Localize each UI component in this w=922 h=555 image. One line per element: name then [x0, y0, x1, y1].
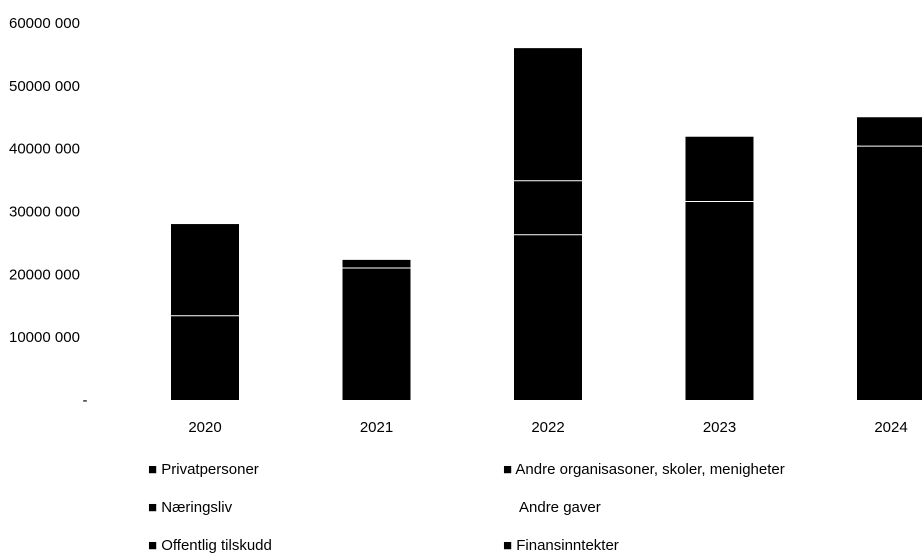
x-tick-label: 2024: [874, 419, 907, 436]
bar-segment: [342, 259, 411, 269]
y-tick-label: 30000 000: [9, 204, 80, 221]
bars: [171, 48, 922, 400]
y-tick-label: 60000 000: [9, 15, 80, 32]
bar-segment: [342, 268, 411, 400]
legend-marker: ■: [148, 461, 158, 478]
legend-marker: ■: [148, 537, 158, 554]
legend: ■ Privatpersoner ■ Andre organisasoner, …: [0, 455, 922, 555]
x-tick-label: 2021: [360, 419, 393, 436]
bar-segment: [685, 201, 754, 400]
legend-label: Privatpersoner: [161, 461, 259, 478]
y-tick-label: 40000 000: [9, 141, 80, 158]
bar-segment: [685, 136, 754, 202]
legend-item-offentlig-tilskudd: ■ Offentlig tilskudd: [148, 537, 272, 555]
x-tick-label: 2023: [703, 419, 736, 436]
bar-segment: [857, 146, 922, 400]
legend-label: Andre organisasoner, skoler, menigheter: [515, 461, 785, 478]
legend-label: Næringsliv: [161, 499, 233, 516]
legend-label: Andre gaver: [519, 499, 601, 516]
bar-segment: [857, 117, 922, 147]
stacked-bar-chart: - 10000 000 20000 000 30000 000 40000 000 500…: [9, 15, 922, 436]
x-tick-label: 2020: [188, 419, 221, 436]
legend-item-naeringsliv: ■ Næringsliv: [148, 499, 232, 517]
legend-label: Offentlig tilskudd: [161, 537, 272, 554]
legend-item-finansinntekter: ■ Finansinntekter: [503, 537, 619, 555]
legend-item-andre-organisasoner: ■ Andre organisasoner, skoler, menighete…: [503, 461, 785, 479]
y-tick-label: -: [83, 392, 88, 409]
x-axis: 2020 2021 2022 2023 2024: [188, 419, 907, 436]
x-tick-label: 2022: [531, 419, 564, 436]
bar-segment: [514, 180, 582, 235]
legend-item-privatpersoner: ■ Privatpersoner: [148, 461, 259, 479]
y-tick-label: 10000 000: [9, 329, 80, 346]
bar-segment: [171, 224, 239, 316]
y-tick-label: 20000 000: [9, 266, 80, 283]
y-axis: - 10000 000 20000 000 30000 000 40000 000 500…: [9, 15, 88, 409]
bar-segment: [514, 48, 582, 181]
legend-item-andre-gaver: Andre gaver: [519, 499, 601, 517]
y-tick-label: 50000 000: [9, 78, 80, 95]
legend-marker: ■: [503, 461, 513, 478]
legend-marker: ■: [503, 537, 513, 554]
bar-segment: [514, 234, 582, 400]
legend-marker: ■: [148, 499, 158, 516]
legend-label: Finansinntekter: [516, 537, 619, 554]
bar-segment: [171, 315, 239, 400]
